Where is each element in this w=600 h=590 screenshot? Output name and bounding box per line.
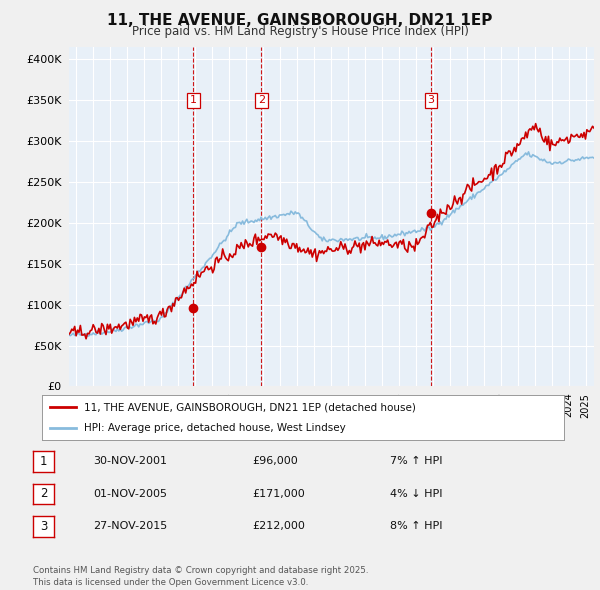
Text: Price paid vs. HM Land Registry's House Price Index (HPI): Price paid vs. HM Land Registry's House … (131, 25, 469, 38)
Text: 01-NOV-2005: 01-NOV-2005 (93, 489, 167, 499)
Text: 1: 1 (40, 455, 47, 468)
Text: £96,000: £96,000 (252, 457, 298, 466)
Text: HPI: Average price, detached house, West Lindsey: HPI: Average price, detached house, West… (84, 422, 346, 432)
Text: Contains HM Land Registry data © Crown copyright and database right 2025.
This d: Contains HM Land Registry data © Crown c… (33, 566, 368, 587)
Text: 2: 2 (40, 487, 47, 500)
Text: 8% ↑ HPI: 8% ↑ HPI (390, 522, 443, 531)
Text: 1: 1 (190, 96, 197, 106)
Text: 7% ↑ HPI: 7% ↑ HPI (390, 457, 443, 466)
Text: 11, THE AVENUE, GAINSBOROUGH, DN21 1EP (detached house): 11, THE AVENUE, GAINSBOROUGH, DN21 1EP (… (84, 402, 416, 412)
Text: £212,000: £212,000 (252, 522, 305, 531)
Text: 4% ↓ HPI: 4% ↓ HPI (390, 489, 443, 499)
Text: 3: 3 (428, 96, 434, 106)
Text: £171,000: £171,000 (252, 489, 305, 499)
Text: 30-NOV-2001: 30-NOV-2001 (93, 457, 167, 466)
Text: 11, THE AVENUE, GAINSBOROUGH, DN21 1EP: 11, THE AVENUE, GAINSBOROUGH, DN21 1EP (107, 13, 493, 28)
Text: 3: 3 (40, 520, 47, 533)
Text: 2: 2 (258, 96, 265, 106)
Text: 27-NOV-2015: 27-NOV-2015 (93, 522, 167, 531)
